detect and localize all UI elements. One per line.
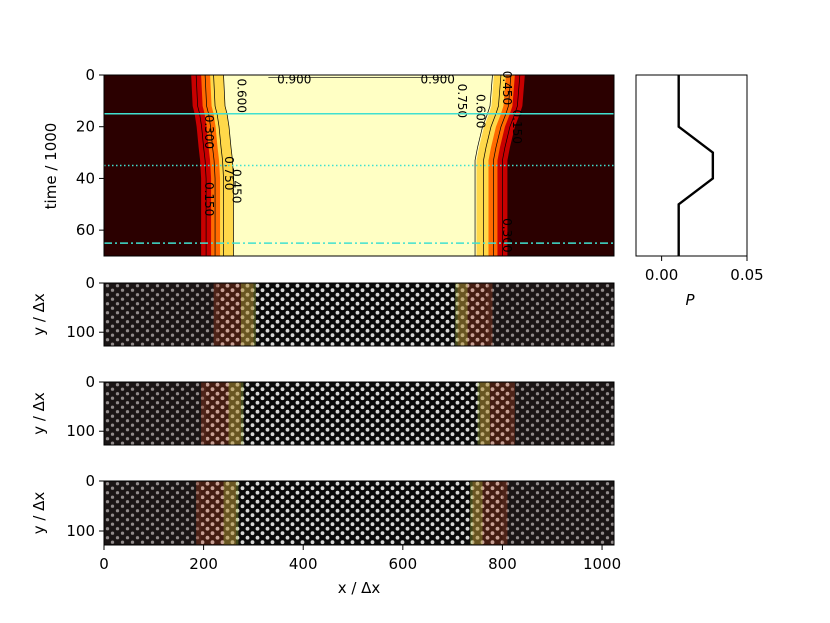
liquid-region-left xyxy=(104,382,207,445)
interface-left-edge xyxy=(223,481,239,545)
liquid-region-right xyxy=(487,283,614,346)
interface-left xyxy=(201,382,241,445)
y-tick-label: 20 xyxy=(76,118,95,136)
x-tick-label: 800 xyxy=(488,555,517,573)
interface-right-edge xyxy=(470,481,483,545)
contour-label: 0.150 xyxy=(202,182,216,216)
snapshot-panel-1: 0 100 y / Δx xyxy=(30,274,615,347)
y-tick-label: 100 xyxy=(66,422,95,440)
x-tick-label: 1000 xyxy=(583,555,621,573)
snapshot-panel-2: 0 100 y / Δx xyxy=(30,373,615,446)
plot-frame xyxy=(103,381,615,446)
contour-label: 0.900 xyxy=(421,73,455,87)
x-tick-label: 600 xyxy=(389,555,418,573)
interface-left xyxy=(213,283,254,346)
snapshot-panel-3: 0 100 y / Δx xyxy=(30,472,615,546)
y-tick-label: 0 xyxy=(85,274,95,292)
y-axis-label: y / Δx xyxy=(30,392,48,435)
y-tick-label: 0 xyxy=(85,66,95,84)
plot-frame xyxy=(103,480,615,546)
y-ticks: 0 20 40 60 xyxy=(76,66,104,239)
contour-label: 0.150 xyxy=(510,110,524,144)
plot-frame xyxy=(103,282,615,347)
x-tick-label: 200 xyxy=(189,555,218,573)
y-tick-label: 0 xyxy=(85,373,95,391)
y-axis-label: y / Δx xyxy=(30,293,48,336)
contour-line-right xyxy=(474,74,493,256)
x-tick-label: 0 xyxy=(99,555,109,573)
contour-label: 0.750 xyxy=(455,84,469,118)
contour-line-right xyxy=(493,74,512,256)
contour-label: 0.450 xyxy=(229,169,243,203)
time-evolution-panel: 0.900 0.900 0.600 0.750 0.600 0.450 0.150 0.300… xyxy=(42,66,615,257)
interface-right-edge xyxy=(455,283,468,346)
y-tick-label: 100 xyxy=(66,522,95,540)
contour-line-right xyxy=(483,74,502,256)
contour-line-left xyxy=(213,74,224,256)
contour-label: 0.600 xyxy=(474,94,488,128)
contour-label: 0.600 xyxy=(234,79,248,113)
pressure-series-line xyxy=(677,75,715,256)
contour-label: 0.450 xyxy=(500,71,514,105)
contour-lines xyxy=(195,74,521,256)
x-axis-label: P xyxy=(685,291,695,309)
contour-line-left xyxy=(223,74,234,256)
interface-left xyxy=(196,481,236,545)
x-ticks-bottom: 0 200 400 600 800 1000 xyxy=(99,545,621,573)
y-axis-label: y / Δx xyxy=(30,492,48,535)
y-tick-label: 60 xyxy=(76,221,95,239)
plot-frame xyxy=(103,74,615,257)
time-marker-lines xyxy=(104,113,614,244)
interface-right-edge xyxy=(477,382,490,445)
contour-label: 0.300 xyxy=(500,218,514,252)
interface-right xyxy=(472,481,508,545)
liquid-region-right xyxy=(509,382,614,445)
contour-labels: 0.900 0.900 0.600 0.750 0.600 0.450 0.150 0.300… xyxy=(202,71,524,253)
interface-right xyxy=(480,382,515,445)
interface-left-edge xyxy=(240,283,256,346)
liquid-region-left xyxy=(104,283,219,346)
contour-line-left xyxy=(195,74,207,256)
x-tick-label: 0.00 xyxy=(645,266,678,284)
contour-label: 0.900 xyxy=(277,73,311,87)
liquid-region-left xyxy=(104,481,202,545)
x-ticks: 0.00 0.05 xyxy=(645,256,764,284)
interface-left-edge xyxy=(228,382,244,445)
plot-frame xyxy=(635,74,748,257)
liquid-region-right xyxy=(502,481,614,545)
x-tick-label: 0.05 xyxy=(730,266,763,284)
heatmap-solid-core xyxy=(223,75,494,256)
interface-right xyxy=(457,283,493,346)
y-axis-label: time / 1000 xyxy=(42,123,60,210)
y-tick-label: 100 xyxy=(66,323,95,341)
contour-label: 0.750 xyxy=(222,156,236,190)
pressure-panel: 0.00 0.05 P xyxy=(635,74,764,309)
contour-line-left xyxy=(204,74,216,256)
contour-label: 0.300 xyxy=(202,115,216,149)
x-axis-label: x / Δx xyxy=(338,579,381,597)
y-tick-label: 0 xyxy=(85,472,95,490)
x-tick-label: 400 xyxy=(289,555,318,573)
y-tick-label: 40 xyxy=(76,169,95,187)
contour-line-right xyxy=(502,74,521,256)
